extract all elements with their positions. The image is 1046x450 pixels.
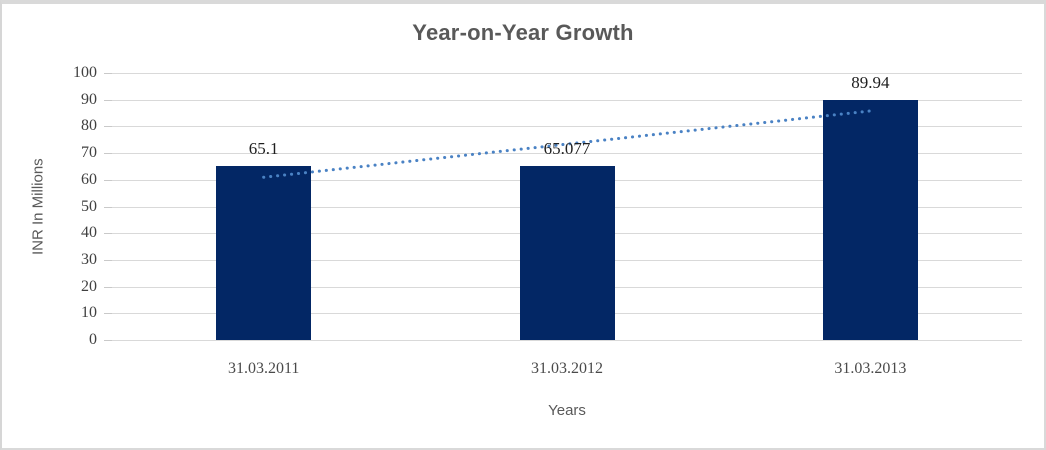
y-tick-mark <box>104 99 112 101</box>
x-axis-title: Years <box>548 402 586 419</box>
y-tick-label: 70 <box>81 144 97 162</box>
y-tick-mark <box>104 340 112 341</box>
y-tick-mark <box>104 126 112 128</box>
y-tick-mark <box>104 233 112 235</box>
bar <box>822 99 918 340</box>
y-tick-label: 60 <box>81 170 97 188</box>
y-tick-mark <box>104 206 112 208</box>
chart-title: Year-on-Year Growth <box>412 20 634 45</box>
y-tick-mark <box>104 286 112 288</box>
gridline <box>112 340 1022 341</box>
data-label: 65.1 <box>248 139 279 159</box>
y-tick-label: 30 <box>81 250 97 268</box>
y-tick-mark <box>104 313 112 315</box>
y-tick-label: 0 <box>89 331 97 348</box>
y-tick-label: 10 <box>81 304 97 322</box>
bar <box>216 166 312 340</box>
y-tick-label: 80 <box>81 117 97 135</box>
y-tick-label: 90 <box>81 90 97 108</box>
bar <box>519 166 615 340</box>
y-tick-mark <box>104 73 112 74</box>
y-tick-label: 100 <box>73 64 97 81</box>
x-tick-label: 31.03.2012 <box>531 360 603 377</box>
y-tick-label: 40 <box>81 224 97 242</box>
data-label: 89.94 <box>851 72 890 92</box>
y-tick-mark <box>104 259 112 261</box>
gridline <box>112 73 1022 74</box>
gridline <box>112 99 1022 101</box>
x-tick-label: 31.03.2013 <box>834 360 907 377</box>
y-tick-mark <box>104 179 112 181</box>
y-tick-label: 20 <box>81 277 97 295</box>
y-tick-label: 50 <box>81 197 97 215</box>
y-tick-mark <box>104 153 112 155</box>
plot-area <box>112 73 1022 341</box>
data-label: 65.077 <box>543 139 591 159</box>
x-tick-label: 31.03.2011 <box>227 360 300 377</box>
